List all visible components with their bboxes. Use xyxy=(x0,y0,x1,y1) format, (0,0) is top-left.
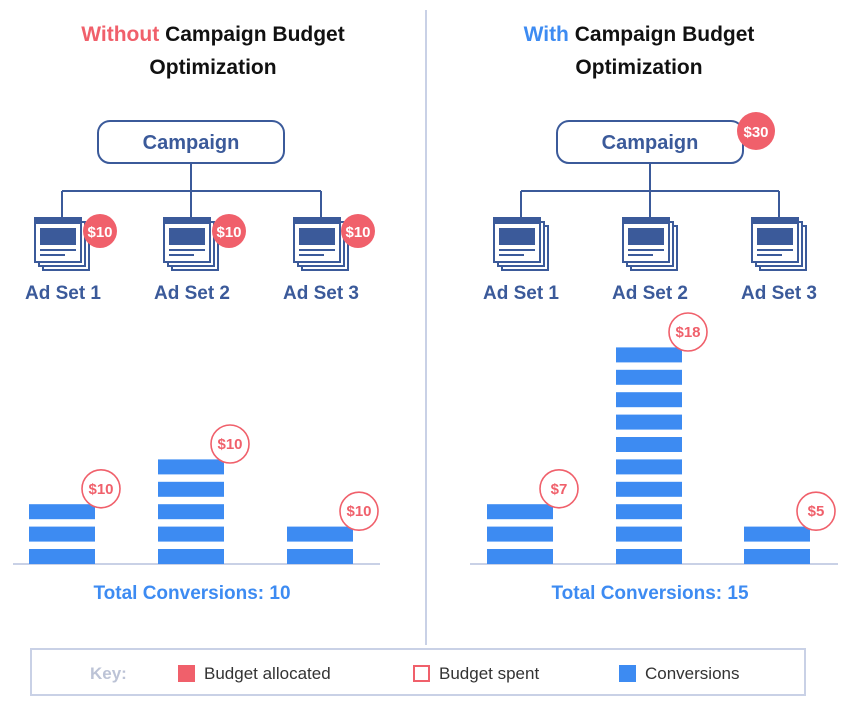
left-campaign-label: Campaign xyxy=(143,132,240,154)
conversion-unit xyxy=(487,504,553,520)
left-title-rest: Campaign Budget xyxy=(165,23,345,46)
conversion-unit xyxy=(616,549,682,564)
conversion-unit xyxy=(616,392,682,408)
adset-icons xyxy=(34,217,807,271)
left-adset-budget-badge-2: $10 xyxy=(212,214,246,248)
right-adset-label-1: Ad Set 1 xyxy=(482,283,560,304)
conversion-unit xyxy=(158,459,224,475)
left-adset-label-3: Ad Set 3 xyxy=(282,283,360,304)
right-title: With Campaign Budget Optimization xyxy=(426,18,852,84)
right-campaign-budget-badge: $30 xyxy=(737,112,775,150)
budget-spent-circle xyxy=(81,468,121,509)
conversion-unit xyxy=(616,347,682,363)
budget-spent-label: $10 xyxy=(88,481,113,498)
adset-stack-icon xyxy=(293,217,349,271)
budget-spent-circle xyxy=(668,312,708,352)
left-adset-label-2: Ad Set 2 xyxy=(153,283,231,304)
left-title-line2: Optimization xyxy=(149,56,277,79)
conversion-unit xyxy=(744,526,810,542)
conversion-unit xyxy=(158,504,224,520)
conversion-unit xyxy=(616,369,682,385)
budget-spent-circle xyxy=(796,491,836,532)
key-conversions-label: Conversions xyxy=(645,664,740,683)
right-adset-label-2: Ad Set 2 xyxy=(611,283,689,304)
left-title-highlight: Without xyxy=(81,23,160,46)
budget-allocated-swatch xyxy=(178,665,195,682)
right-campaign-node: Campaign xyxy=(556,120,744,164)
left-total-conversions: Total Conversions: 10 xyxy=(93,583,291,604)
conversion-unit xyxy=(616,459,682,475)
right-title-line2: Optimization xyxy=(575,56,703,79)
conversion-unit xyxy=(744,549,810,564)
right-total-conversions: Total Conversions: 15 xyxy=(551,583,749,604)
conversion-unit xyxy=(158,526,224,542)
conversion-unit xyxy=(616,526,682,542)
key-budget-spent-label: Budget spent xyxy=(439,664,540,683)
conversion-unit xyxy=(616,414,682,430)
left-campaign-node: Campaign xyxy=(97,120,285,164)
conversions-swatch xyxy=(619,665,636,682)
conversion-unit xyxy=(487,526,553,542)
conversion-unit xyxy=(616,481,682,497)
budget-spent-label: $7 xyxy=(551,481,568,498)
budget-spent-label: $10 xyxy=(346,503,371,520)
key-budget-allocated-label: Budget allocated xyxy=(204,664,331,683)
left-adset-budget-1: $10 xyxy=(87,224,112,241)
budget-spent-swatch xyxy=(413,665,430,682)
conversion-unit xyxy=(158,481,224,497)
adset-stack-icon xyxy=(493,217,549,271)
budget-spent-circle xyxy=(539,468,579,509)
right-title-rest: Campaign Budget xyxy=(574,23,755,46)
conversion-unit xyxy=(29,526,95,542)
left-adset-budget-3: $10 xyxy=(345,224,370,241)
budget-spent-label: $10 xyxy=(217,436,242,453)
conversion-unit xyxy=(487,549,553,564)
right-campaign-label: Campaign xyxy=(602,132,699,154)
left-adset-label-1: Ad Set 1 xyxy=(24,283,102,304)
left-tree-connectors xyxy=(61,163,322,218)
left-adset-budget-badge-3: $10 xyxy=(341,214,375,248)
conversion-unit xyxy=(29,549,95,564)
right-title-highlight: With xyxy=(523,23,569,46)
budget-spent-circle xyxy=(339,491,379,532)
budget-spent-label: $18 xyxy=(675,324,700,341)
right-adset-label-3: Ad Set 3 xyxy=(740,283,818,304)
right-campaign-budget: $30 xyxy=(743,124,768,141)
conversion-unit xyxy=(29,504,95,520)
adset-stack-icon xyxy=(163,217,219,271)
legend-key: Key: Budget allocated Budget spent Conve… xyxy=(30,648,806,696)
conversion-bars: $10 $10 $10 $7 $18 $5 xyxy=(29,312,836,564)
left-adset-budget-badge-1: $10 xyxy=(83,214,117,248)
adset-stack-icon xyxy=(751,217,807,271)
key-title: Key: xyxy=(90,664,127,683)
conversion-unit xyxy=(158,549,224,564)
right-tree-connectors xyxy=(520,163,780,218)
budget-spent-circle xyxy=(210,424,250,464)
adset-stack-icon xyxy=(34,217,90,271)
conversion-unit xyxy=(616,504,682,520)
budget-spent-label: $5 xyxy=(808,503,825,520)
conversion-unit xyxy=(287,549,353,564)
left-adset-budget-2: $10 xyxy=(216,224,241,241)
conversion-unit xyxy=(287,526,353,542)
conversion-unit xyxy=(616,437,682,452)
adset-stack-icon xyxy=(622,217,678,271)
left-title: Without Campaign Budget Optimization xyxy=(0,18,426,84)
